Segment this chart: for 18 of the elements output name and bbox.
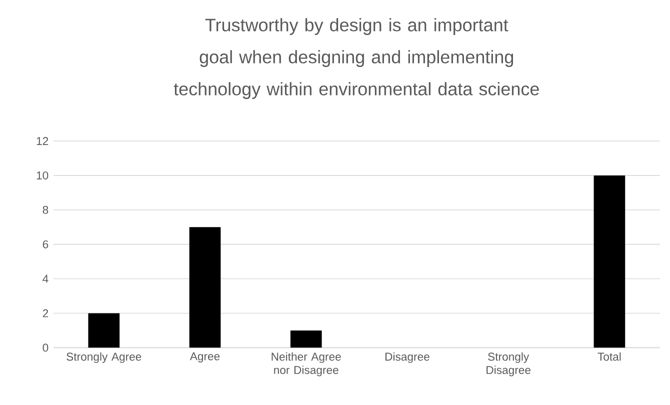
y-tick-label: 0	[42, 344, 48, 352]
y-tick-label: 10	[36, 171, 48, 180]
chart-title: Trustworthy by design is an important goal when designing and implementing technology within environmental data science	[174, 18, 539, 99]
y-tick-label: 8	[42, 206, 48, 214]
y-tick-label: 2	[42, 309, 48, 318]
x-tick-label: Disagree	[385, 352, 430, 363]
y-tick-label: 4	[42, 274, 48, 283]
y-tick-label: 6	[42, 240, 48, 248]
x-tick-label: Strongly Disagree	[486, 352, 530, 376]
x-tick-label: Total	[598, 352, 621, 361]
x-tick-label: Neither Agree nor Disagree	[272, 352, 341, 376]
x-tick-label: Agree	[190, 352, 220, 363]
bar	[88, 313, 120, 348]
bar	[290, 330, 322, 348]
x-tick-label: Strongly Agree	[66, 352, 142, 363]
y-tick-label: 12	[36, 137, 48, 145]
bar	[189, 227, 221, 348]
bar	[594, 175, 626, 348]
